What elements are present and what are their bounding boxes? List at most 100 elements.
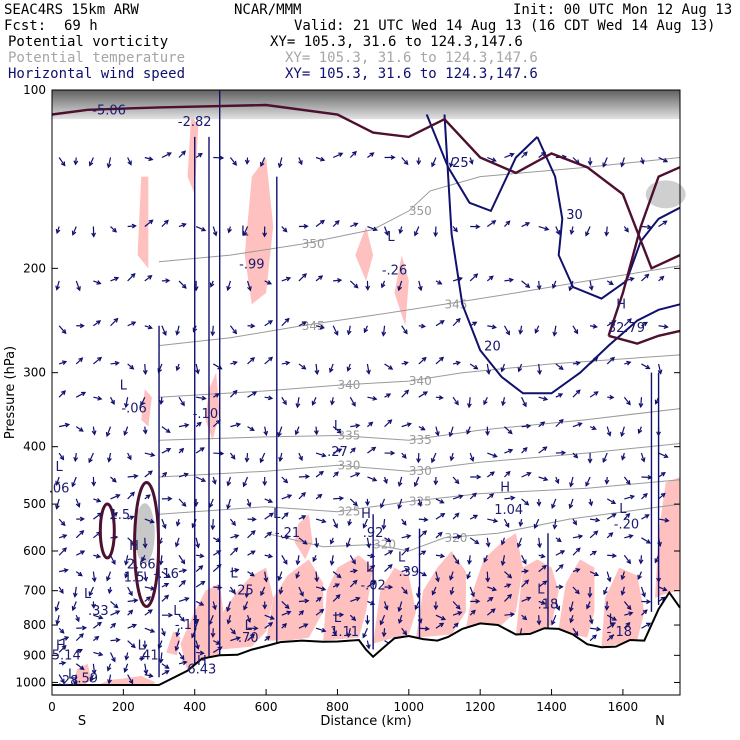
wind-vector (382, 325, 386, 336)
wind-vector-head (111, 657, 116, 663)
wind-vector (383, 601, 388, 610)
wind-vector-head (558, 393, 564, 398)
wind-vector-head (165, 278, 171, 284)
wind-vector-head (71, 482, 76, 488)
theta-label-350: 350 (409, 204, 432, 218)
wind-vector (621, 586, 625, 595)
pv-positive-shade-15 (244, 157, 274, 305)
wind-vector-head (337, 448, 343, 453)
wind-vector-head (124, 560, 129, 566)
wind-vector (281, 277, 291, 282)
wind-vector-head (595, 517, 601, 523)
wind-vector-head (336, 573, 342, 579)
wind-vector-head (591, 425, 597, 431)
y-tick-label: 900 (23, 648, 46, 662)
wind-vector-head (508, 448, 514, 454)
wind-vector (59, 423, 70, 428)
wind-vector-head (642, 609, 648, 615)
wind-vector-head (78, 357, 84, 363)
wind-vector-head (355, 423, 361, 429)
wind-vector-head (558, 564, 564, 569)
wind-vector-head (366, 543, 371, 549)
wind-vector-head (533, 523, 539, 530)
pv-label-layer: -5.06 -2.82 L -.99 L -.26 H 32.79 L -.06 -.10 L .27 L… (49, 104, 645, 689)
wind-vector-head (587, 593, 593, 599)
x-tick-label: 0 (48, 700, 56, 714)
wind-vector-head (80, 550, 86, 555)
wind-vector (176, 628, 180, 637)
wind-vector-head (91, 232, 97, 238)
wind-vector-head (439, 320, 445, 325)
wind-vector-head (316, 596, 322, 602)
wind-vector (380, 614, 386, 625)
wind-vector-head (106, 163, 112, 169)
wind-vector-head (558, 584, 564, 590)
wind-vector-head (110, 399, 115, 406)
wind-vector (486, 571, 489, 582)
wind-vector (110, 362, 119, 365)
wind-vector-head (175, 632, 181, 638)
wind-vector (362, 627, 368, 638)
wind-vector-head (525, 283, 531, 288)
wind-vector (55, 601, 60, 611)
wind-vector-head (145, 494, 151, 500)
wind-vector (211, 325, 214, 336)
wind-vector (56, 615, 60, 625)
wind-vector-head (573, 453, 579, 459)
wind-vector-head (551, 503, 556, 509)
wind-vector-head (346, 330, 352, 336)
wind-vector (504, 426, 513, 434)
wind-vector-head (525, 222, 531, 227)
wind-vector (75, 498, 80, 507)
wind-vector (586, 601, 591, 609)
wind-vector-head (235, 636, 241, 641)
wind-vector-head (620, 431, 625, 438)
wind-vector (449, 571, 454, 580)
wind-vector-head (96, 280, 102, 285)
wind-vector (89, 157, 94, 166)
wind-vector-head (517, 367, 523, 373)
wind-vector (521, 425, 531, 428)
wind-vector-head (568, 503, 574, 510)
x-tick-label: 800 (326, 700, 349, 714)
x-axis-label: Distance (km) (320, 714, 411, 729)
wind-vector-head (368, 421, 374, 427)
wind-vector-head (131, 223, 137, 229)
wind-vector-head (381, 524, 387, 531)
wind-vector-head (277, 575, 283, 582)
forecast-label: Fcst: (4, 18, 47, 34)
wind-vector-head (234, 534, 240, 539)
pv-low-marker: L (56, 460, 64, 475)
wind-vector (602, 452, 608, 463)
wind-vector-head (644, 273, 650, 279)
wind-vector (569, 498, 574, 509)
wind-vector (383, 628, 386, 637)
pv-positive-shade-20 (187, 114, 199, 195)
wind-vector-head (63, 568, 69, 573)
wind-vector-head (664, 517, 670, 523)
wind-vector (486, 493, 494, 500)
wind-vector-head (510, 495, 516, 501)
wind-vector (538, 565, 547, 573)
wind-vector (418, 627, 429, 630)
wind-vector-head (181, 501, 187, 507)
wind-vector-head (501, 400, 506, 407)
wind-vector (243, 601, 249, 610)
wind-vector (247, 633, 255, 642)
x-tick-label: 1200 (465, 700, 496, 714)
wind-vector-head (388, 550, 394, 555)
wind-vector-head (180, 559, 186, 565)
wind-vector (74, 586, 77, 597)
pv-value-label: -.26 (382, 264, 407, 279)
wind-vector (332, 325, 339, 335)
wind-vector-head (106, 576, 111, 582)
wind-vector-head (397, 504, 403, 510)
wind-vector-head (301, 491, 306, 497)
wind-vector-head (526, 472, 532, 477)
pv-low-marker: L (619, 502, 627, 517)
wind-vector (466, 426, 471, 434)
wind-vector-head (242, 231, 248, 237)
pv-value-label: .28 (58, 674, 79, 689)
wind-vector-head (625, 621, 631, 627)
wind-vector-head (543, 476, 549, 482)
